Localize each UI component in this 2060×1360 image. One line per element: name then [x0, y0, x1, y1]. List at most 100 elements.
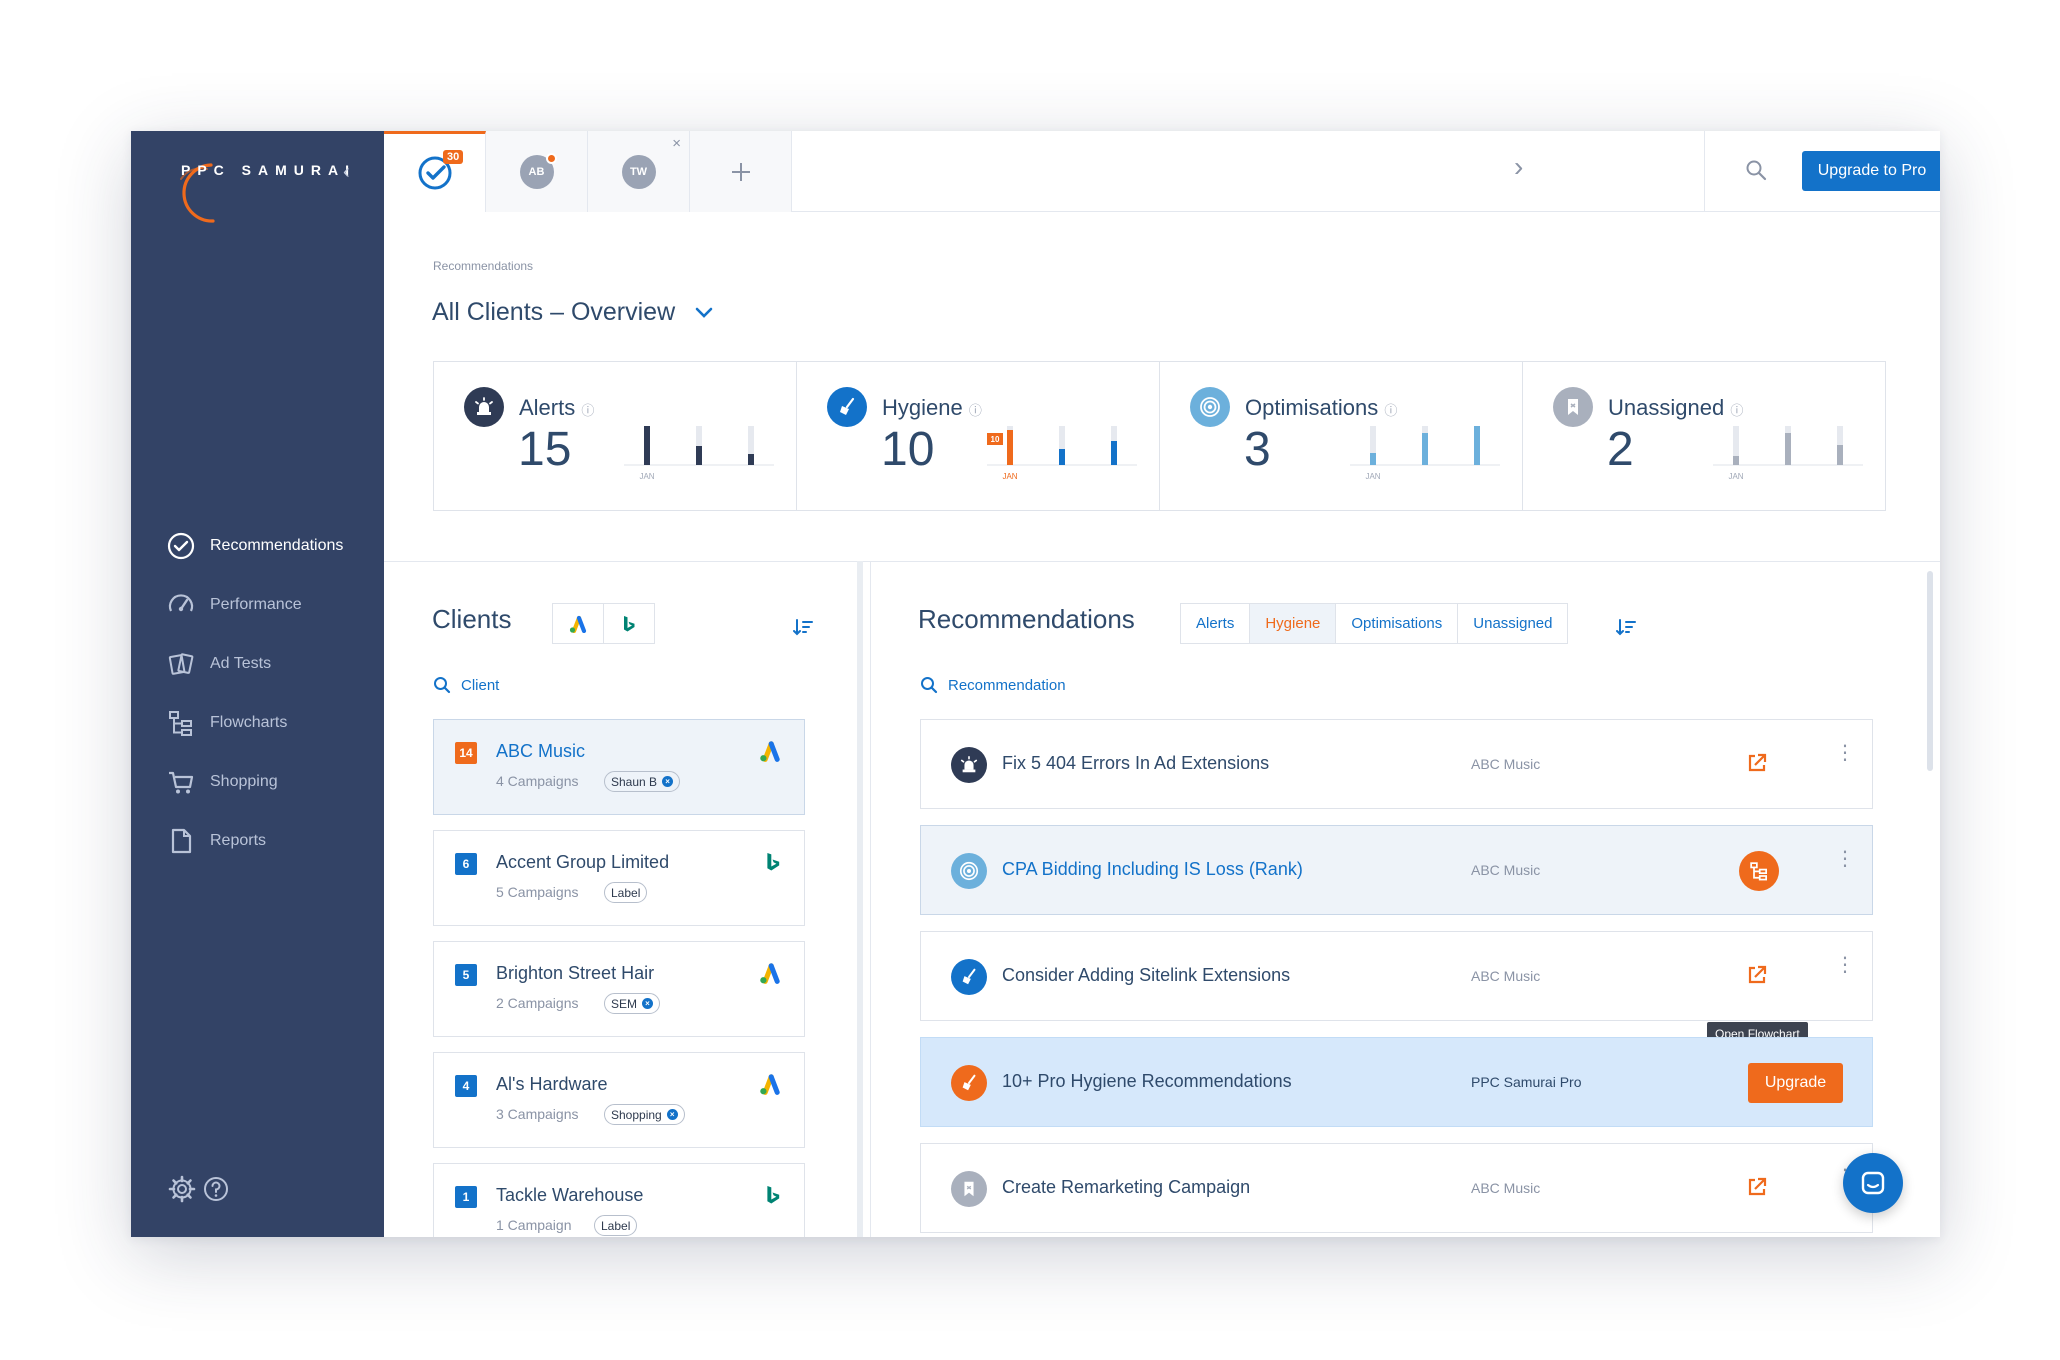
more-options-icon[interactable]: ⋮: [1835, 742, 1855, 764]
client-search-input[interactable]: Client: [433, 676, 499, 694]
tab-alerts[interactable]: Alerts: [1181, 604, 1251, 643]
client-card[interactable]: 14 ABC Music 4 Campaigns Shaun B ×: [433, 719, 805, 815]
sidebar-item-recommendations[interactable]: Recommendations: [131, 516, 384, 575]
info-icon: ⓘ: [581, 403, 595, 418]
sidebar-item-label: Reports: [210, 831, 267, 849]
settings-icon[interactable]: [167, 1174, 197, 1204]
tab-user-ab[interactable]: AB: [486, 131, 588, 212]
tab-unassigned[interactable]: Unassigned: [1473, 615, 1553, 632]
ppc-samurai-logo[interactable]: [167, 159, 347, 229]
chevron-right-icon[interactable]: ›: [1514, 151, 1524, 182]
sidebar-item-reports[interactable]: Reports: [131, 811, 384, 870]
recommendation-row[interactable]: CPA Bidding Including IS Loss (Rank) ABC…: [920, 825, 1873, 915]
overview-card-optimisations[interactable]: Optimisations ⓘ 3 JAN: [1160, 362, 1523, 510]
sidebar-bottom: [167, 1152, 231, 1209]
help-icon[interactable]: [201, 1174, 231, 1204]
more-options-icon[interactable]: ⋮: [1835, 848, 1855, 870]
client-tag[interactable]: SEM ×: [604, 993, 661, 1014]
target-icon: [1190, 387, 1230, 427]
page-title[interactable]: All Clients – Overview: [432, 298, 713, 327]
recommendation-row[interactable]: Fix 5 404 Errors In Ad Extensions ABC Mu…: [920, 719, 1873, 809]
recommendation-count-badge: 6: [455, 853, 477, 875]
collapse-sidebar-icon[interactable]: ‹: [343, 161, 350, 183]
close-icon[interactable]: ×: [672, 135, 681, 152]
sidebar-item-label: Recommendations: [210, 536, 344, 554]
sidebar-item-label: Flowcharts: [210, 713, 288, 731]
client-card[interactable]: 1 Tackle Warehouse 1 Campaign Label: [433, 1163, 805, 1237]
avatar-initials: AB: [528, 165, 545, 178]
client-tag[interactable]: Label: [604, 882, 648, 903]
google-ads-filter[interactable]: [553, 604, 604, 643]
tag-label: Shaun B: [611, 774, 658, 789]
flowchart-icon: [1750, 862, 1767, 881]
tag-label: Label: [601, 1218, 631, 1233]
scrollbar[interactable]: [1927, 571, 1933, 771]
panel-resize-handle[interactable]: [857, 561, 863, 1237]
search-icon[interactable]: [1744, 158, 1768, 182]
tab-user-tw[interactable]: TW ×: [588, 131, 690, 212]
upgrade-button[interactable]: Upgrade: [1748, 1063, 1843, 1103]
chat-launcher-button[interactable]: [1843, 1153, 1903, 1213]
client-card[interactable]: 6 Accent Group Limited 5 Campaigns Label: [433, 830, 805, 926]
search-icon: [434, 677, 451, 694]
overview-cards: Alerts ⓘ 15 JAN Hygiene ⓘ 10 10: [433, 361, 1886, 511]
sidebar-item-shopping[interactable]: Shopping: [131, 752, 384, 811]
sparkline-optimisations: JAN: [1350, 426, 1500, 481]
open-external-icon[interactable]: [1746, 1176, 1768, 1198]
tag-label: Label: [611, 885, 641, 900]
chevron-down-icon[interactable]: [695, 307, 713, 319]
sidebar-item-flowcharts[interactable]: Flowcharts: [131, 693, 384, 752]
broom-icon: [827, 387, 867, 427]
sidebar-item-ad-tests[interactable]: Ad Tests: [131, 634, 384, 693]
card-value: 3: [1244, 423, 1271, 476]
recommendation-row[interactable]: Consider Adding Sitelink Extensions ABC …: [920, 931, 1873, 1021]
sort-clients-icon[interactable]: [793, 618, 813, 636]
sort-recommendations-icon[interactable]: [1616, 618, 1636, 636]
tab-hygiene[interactable]: Hygiene: [1250, 604, 1337, 643]
clients-title: Clients: [432, 604, 512, 634]
bookmark-icon: [951, 1171, 987, 1207]
open-external-icon[interactable]: [1746, 752, 1768, 774]
remove-tag-icon[interactable]: ×: [642, 998, 654, 1009]
open-flowchart-button[interactable]: [1739, 851, 1779, 891]
notification-dot: [545, 152, 557, 164]
client-card[interactable]: 5 Brighton Street Hair 2 Campaigns SEM ×: [433, 941, 805, 1037]
tab-recommendations[interactable]: 30: [384, 131, 486, 212]
cart-icon: [166, 767, 196, 797]
avatar: AB: [519, 152, 557, 189]
more-options-icon[interactable]: ⋮: [1835, 954, 1855, 976]
broom-icon: [951, 959, 987, 995]
recommendation-row[interactable]: Create Remarketing Campaign ABC Music ⋮: [920, 1143, 1873, 1233]
open-external-icon[interactable]: [1746, 964, 1768, 986]
sidebar-item-performance[interactable]: Performance: [131, 575, 384, 634]
avatar: TW: [621, 154, 656, 189]
client-tag[interactable]: Shopping ×: [604, 1104, 685, 1125]
overview-card-alerts[interactable]: Alerts ⓘ 15 JAN: [434, 362, 797, 510]
overview-card-hygiene[interactable]: Hygiene ⓘ 10 10 JAN: [797, 362, 1160, 510]
check-circle-icon: [166, 531, 196, 561]
breadcrumb[interactable]: Recommendations: [433, 259, 534, 273]
add-tab-button[interactable]: [690, 131, 792, 212]
remove-tag-icon[interactable]: ×: [666, 1109, 678, 1120]
divider: [1704, 131, 1705, 212]
bing-filter[interactable]: [604, 604, 654, 643]
google-ads-icon: [760, 741, 780, 762]
target-icon: [951, 853, 987, 889]
client-card[interactable]: 4 Al's Hardware 3 Campaigns Shopping ×: [433, 1052, 805, 1148]
recommendation-client: ABC Music: [1471, 1180, 1541, 1196]
upgrade-to-pro-button[interactable]: Upgrade to Pro: [1802, 151, 1940, 191]
page-title-text: All Clients – Overview: [432, 298, 676, 326]
overview-card-unassigned[interactable]: Unassigned ⓘ 2 JAN: [1523, 362, 1885, 510]
sparkline-month-label: JAN: [1002, 472, 1017, 481]
tab-optimisations[interactable]: Optimisations: [1336, 604, 1459, 643]
client-name: Accent Group Limited: [496, 852, 670, 872]
card-label: Alerts ⓘ: [519, 395, 595, 420]
sparkline-month-label: JAN: [1728, 472, 1743, 481]
recommendation-row-pro[interactable]: 10+ Pro Hygiene Recommendations PPC Samu…: [920, 1037, 1873, 1127]
recommendation-count-badge: 4: [455, 1075, 477, 1097]
remove-tag-icon[interactable]: ×: [662, 776, 674, 787]
client-tag[interactable]: Shaun B ×: [604, 771, 681, 792]
client-tag[interactable]: Label: [594, 1215, 638, 1236]
recommendation-search-input[interactable]: Recommendation: [920, 676, 1066, 694]
campaign-count: 4 Campaigns: [496, 773, 579, 789]
